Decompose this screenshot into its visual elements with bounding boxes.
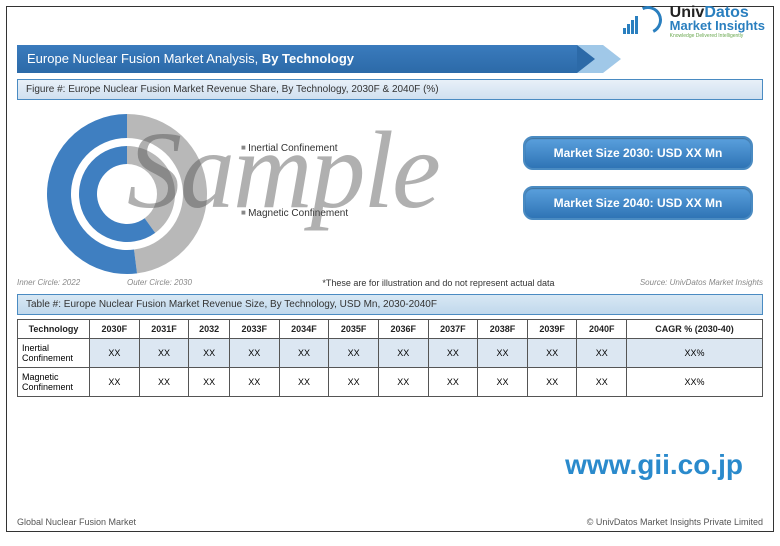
cell: XX [189, 368, 230, 397]
brand-logo: UnivDatos Market Insights Knowledge Deli… [623, 5, 765, 39]
cell: XX [229, 368, 279, 397]
logo-tagline: Knowledge Delivered Intelligently [670, 33, 765, 39]
cell: XX [139, 368, 189, 397]
market-size-pills: Market Size 2030: USD XX Mn Market Size … [523, 136, 753, 276]
col-header: 2031F [139, 320, 189, 339]
cell: XX [90, 339, 140, 368]
page-footer: Global Nuclear Fusion Market © UnivDatos… [17, 517, 763, 527]
cell: XX [139, 339, 189, 368]
col-header: 2040F [577, 320, 627, 339]
cell: XX [478, 339, 528, 368]
cell: XX [428, 368, 478, 397]
chart-captions: Inner Circle: 2022 Outer Circle: 2030 *T… [17, 278, 763, 288]
cell: XX [527, 339, 577, 368]
watermark-url: www.gii.co.jp [565, 449, 743, 481]
cell: XX [478, 368, 528, 397]
cell: XX [329, 368, 379, 397]
section-banner: Europe Nuclear Fusion Market Analysis, B… [17, 45, 763, 73]
cell: XX [279, 339, 329, 368]
logo-text-2: Market Insights [670, 20, 765, 32]
col-header: 2039F [527, 320, 577, 339]
col-header: 2035F [329, 320, 379, 339]
pill-2030: Market Size 2030: USD XX Mn [523, 136, 753, 170]
cell: XX [577, 368, 627, 397]
cell: XX [378, 339, 428, 368]
report-page: UnivDatos Market Insights Knowledge Deli… [6, 6, 774, 532]
row-label: Magnetic Confinement [18, 368, 90, 397]
cell: XX [329, 339, 379, 368]
legend-item-inertial: Inertial Confinement [241, 136, 348, 161]
table-row: Magnetic ConfinementXXXXXXXXXXXXXXXXXXXX… [18, 368, 763, 397]
cell: XX% [627, 368, 763, 397]
donut-chart [17, 106, 237, 276]
cell: XX% [627, 339, 763, 368]
pill-2040: Market Size 2040: USD XX Mn [523, 186, 753, 220]
col-header: 2034F [279, 320, 329, 339]
banner-bold: By Technology [262, 51, 354, 66]
banner-prefix: Europe Nuclear Fusion Market Analysis, [27, 51, 262, 66]
chart-legend: Inertial Confinement Magnetic Confinemen… [241, 136, 348, 276]
col-header: 2033F [229, 320, 279, 339]
footer-left: Global Nuclear Fusion Market [17, 517, 136, 527]
data-table: Technology2030F2031F20322033F2034F2035F2… [17, 319, 763, 397]
col-header: 2032 [189, 320, 230, 339]
col-header: 2037F [428, 320, 478, 339]
chart-row: Inertial Confinement Magnetic Confinemen… [17, 106, 763, 276]
table-title: Table #: Europe Nuclear Fusion Market Re… [17, 294, 763, 315]
footer-right: © UnivDatos Market Insights Private Limi… [587, 517, 763, 527]
row-label: Inertial Confinement [18, 339, 90, 368]
col-header: 2038F [478, 320, 528, 339]
caption-source: Source: UnivDatos Market Insights [640, 278, 763, 288]
caption-outer: Outer Circle: 2030 [127, 278, 237, 288]
caption-inner: Inner Circle: 2022 [17, 278, 127, 288]
cell: XX [279, 368, 329, 397]
col-header: 2030F [90, 320, 140, 339]
legend-item-magnetic: Magnetic Confinement [241, 201, 348, 226]
cell: XX [428, 339, 478, 368]
cell: XX [378, 368, 428, 397]
col-header: CAGR % (2030-40) [627, 320, 763, 339]
cell: XX [229, 339, 279, 368]
cell: XX [577, 339, 627, 368]
cell: XX [189, 339, 230, 368]
figure-title: Figure #: Europe Nuclear Fusion Market R… [17, 79, 763, 100]
col-header: 2036F [378, 320, 428, 339]
table-row: Inertial ConfinementXXXXXXXXXXXXXXXXXXXX… [18, 339, 763, 368]
cell: XX [90, 368, 140, 397]
caption-note: *These are for illustration and do not r… [237, 278, 640, 288]
col-header: Technology [18, 320, 90, 339]
cell: XX [527, 368, 577, 397]
